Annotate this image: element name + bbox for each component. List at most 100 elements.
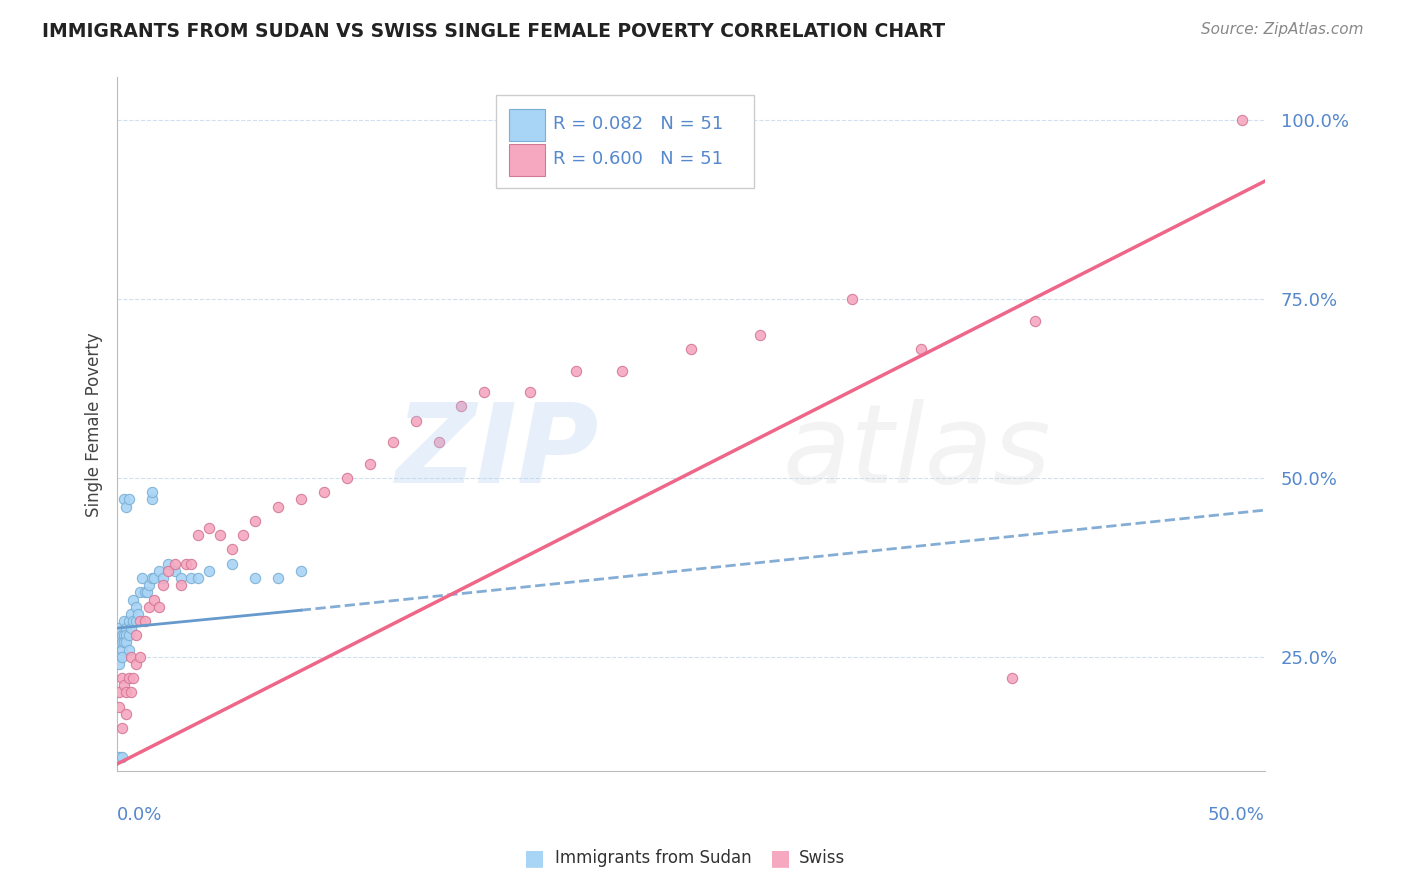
Point — [120, 685, 142, 699]
Point — [312, 485, 335, 500]
Point — [612, 364, 634, 378]
Point — [129, 585, 152, 599]
Point — [156, 557, 179, 571]
Point — [111, 635, 134, 649]
Point — [120, 607, 142, 621]
Point — [122, 671, 145, 685]
Point — [1230, 113, 1253, 128]
Point — [111, 671, 134, 685]
Point — [148, 564, 170, 578]
Point — [565, 364, 588, 378]
Point — [142, 571, 165, 585]
Text: Source: ZipAtlas.com: Source: ZipAtlas.com — [1201, 22, 1364, 37]
Text: Swiss: Swiss — [799, 849, 845, 867]
Point — [141, 571, 163, 585]
Text: R = 0.082   N = 51: R = 0.082 N = 51 — [554, 115, 724, 133]
Point — [108, 621, 131, 635]
Point — [141, 485, 163, 500]
Point — [198, 521, 221, 535]
Point — [112, 635, 135, 649]
Point — [136, 585, 159, 599]
Point — [170, 571, 193, 585]
Point — [108, 685, 131, 699]
Point — [170, 578, 193, 592]
Point — [111, 721, 134, 735]
Text: atlas: atlas — [783, 399, 1052, 506]
Point — [108, 699, 131, 714]
Point — [127, 607, 149, 621]
Point — [112, 678, 135, 692]
Point — [243, 514, 266, 528]
Point — [111, 642, 134, 657]
Point — [152, 571, 174, 585]
Point — [427, 435, 450, 450]
FancyBboxPatch shape — [509, 144, 546, 176]
Point — [115, 500, 138, 514]
Point — [108, 635, 131, 649]
Point — [115, 706, 138, 721]
Point — [138, 599, 160, 614]
Point — [180, 557, 202, 571]
Point — [267, 571, 290, 585]
Point — [290, 492, 312, 507]
Point — [122, 592, 145, 607]
FancyBboxPatch shape — [509, 110, 546, 141]
Point — [359, 457, 381, 471]
Point — [120, 649, 142, 664]
Point — [118, 614, 141, 628]
Point — [841, 292, 863, 306]
Point — [474, 385, 496, 400]
Point — [221, 542, 243, 557]
Point — [142, 592, 165, 607]
Text: Immigrants from Sudan: Immigrants from Sudan — [555, 849, 752, 867]
Point — [124, 599, 146, 614]
Point — [910, 342, 932, 356]
Point — [519, 385, 541, 400]
Text: IMMIGRANTS FROM SUDAN VS SWISS SINGLE FEMALE POVERTY CORRELATION CHART: IMMIGRANTS FROM SUDAN VS SWISS SINGLE FE… — [42, 22, 945, 41]
Text: ■: ■ — [770, 848, 790, 868]
Point — [148, 599, 170, 614]
Point — [115, 628, 138, 642]
Point — [111, 749, 134, 764]
Point — [209, 528, 232, 542]
Point — [111, 649, 134, 664]
Point — [405, 414, 427, 428]
Point — [112, 614, 135, 628]
Point — [115, 685, 138, 699]
Point — [108, 628, 131, 642]
Point — [243, 571, 266, 585]
Point — [186, 528, 208, 542]
Point — [134, 614, 156, 628]
Point — [198, 564, 221, 578]
Point — [122, 614, 145, 628]
Point — [108, 649, 131, 664]
Text: ■: ■ — [524, 848, 544, 868]
Point — [152, 578, 174, 592]
FancyBboxPatch shape — [496, 95, 754, 188]
Point — [336, 471, 359, 485]
Point — [129, 649, 152, 664]
Point — [1001, 671, 1024, 685]
Point — [111, 628, 134, 642]
Y-axis label: Single Female Poverty: Single Female Poverty — [86, 332, 103, 516]
Point — [124, 614, 146, 628]
Point — [163, 564, 186, 578]
Point — [131, 571, 153, 585]
Point — [221, 557, 243, 571]
Point — [290, 564, 312, 578]
Text: ZIP: ZIP — [395, 399, 599, 506]
Point — [120, 621, 142, 635]
Point — [118, 628, 141, 642]
Point — [156, 564, 179, 578]
Point — [118, 492, 141, 507]
Point — [174, 557, 197, 571]
Point — [118, 642, 141, 657]
Text: 0.0%: 0.0% — [117, 805, 163, 824]
Text: 50.0%: 50.0% — [1208, 805, 1265, 824]
Point — [138, 578, 160, 592]
Point — [124, 657, 146, 671]
Point — [232, 528, 254, 542]
Point — [108, 749, 131, 764]
Point — [129, 614, 152, 628]
Point — [134, 585, 156, 599]
